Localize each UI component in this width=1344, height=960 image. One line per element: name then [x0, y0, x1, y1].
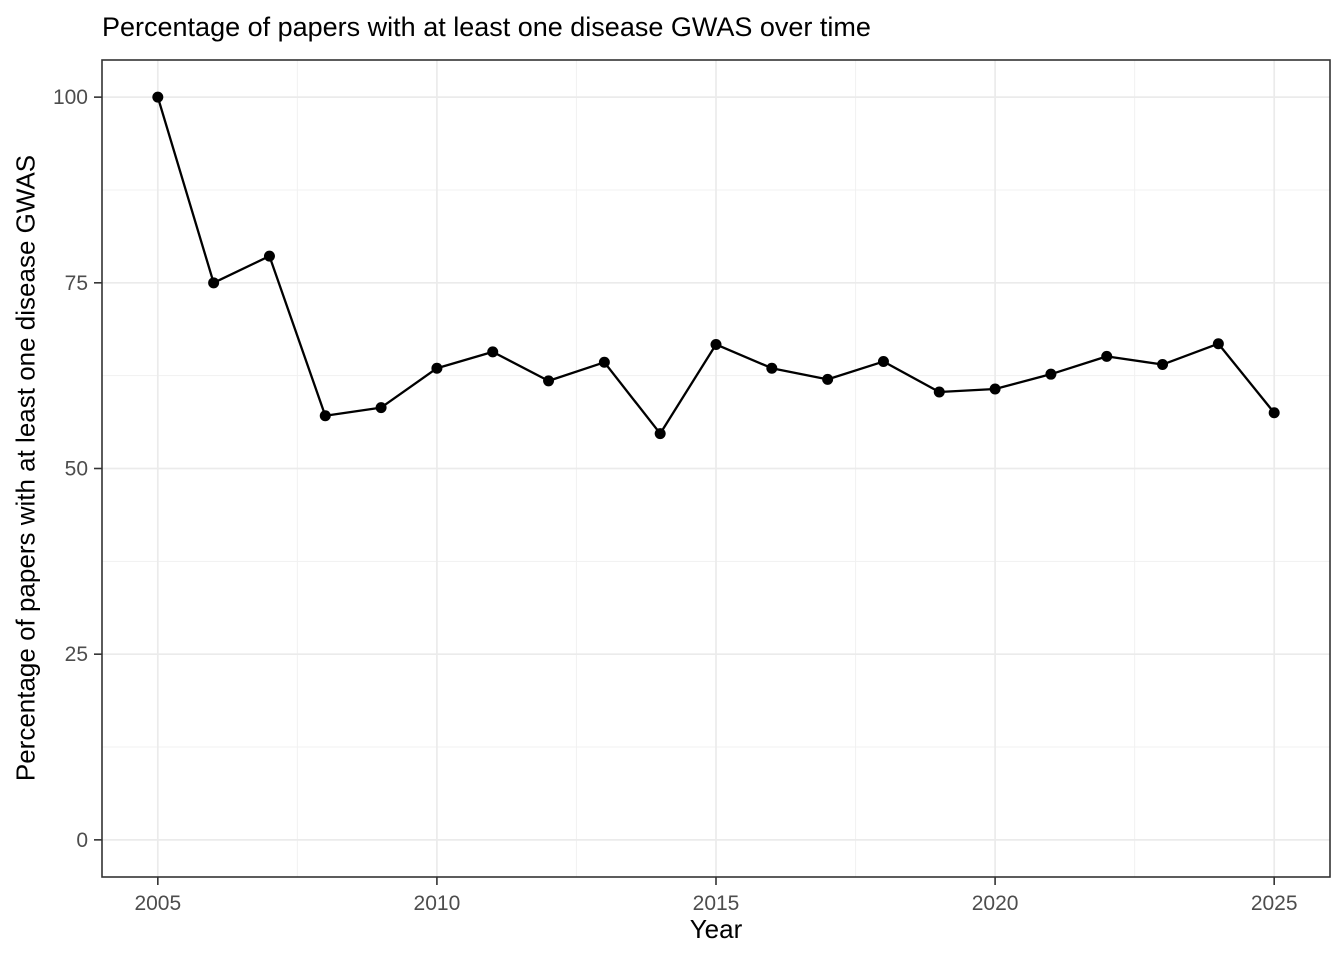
data-point — [319, 410, 331, 422]
data-point — [1045, 368, 1057, 380]
y-tick-label: 75 — [65, 272, 88, 295]
data-point — [375, 402, 387, 414]
data-point — [598, 356, 610, 368]
data-point — [487, 346, 499, 358]
data-point — [1157, 359, 1169, 371]
data-point — [263, 250, 275, 262]
data-point — [1268, 407, 1280, 419]
data-point — [822, 373, 834, 385]
data-point — [933, 386, 945, 398]
data-point — [654, 428, 666, 440]
data-point — [152, 91, 164, 103]
y-tick-label: 0 — [76, 829, 88, 852]
x-tick-label: 2020 — [972, 892, 1019, 915]
data-point — [208, 277, 220, 289]
data-point — [431, 362, 443, 374]
y-tick-label: 50 — [65, 458, 88, 481]
data-point — [1212, 338, 1224, 350]
x-axis-title: Year — [689, 914, 743, 944]
data-point — [710, 338, 722, 350]
x-tick-label: 2025 — [1251, 892, 1298, 915]
data-point — [766, 362, 778, 374]
chart-title: Percentage of papers with at least one d… — [102, 12, 871, 42]
x-tick-label: 2010 — [414, 892, 461, 915]
x-tick-label: 2015 — [693, 892, 740, 915]
x-tick-label: 2005 — [134, 892, 181, 915]
data-point — [989, 383, 1001, 395]
data-point — [1101, 350, 1113, 362]
y-tick-label: 100 — [53, 86, 88, 109]
y-tick-label: 25 — [65, 643, 88, 666]
data-point — [877, 356, 889, 368]
data-point — [543, 375, 555, 387]
